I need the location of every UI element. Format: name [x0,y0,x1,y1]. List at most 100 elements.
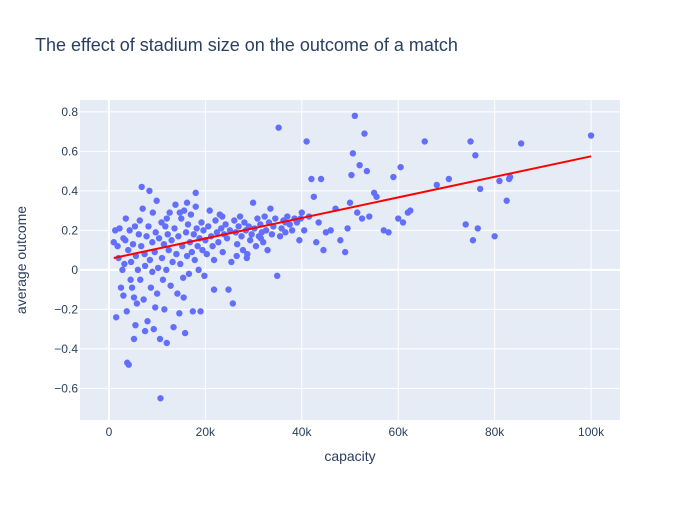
scatter-point [149,268,156,276]
scatter-point [212,217,219,224]
scatter-point [158,254,166,262]
scatter-point [366,213,373,220]
scatter-point [337,237,344,244]
scatter-point [128,284,136,291]
scatter-point [587,132,595,139]
scatter-point [152,304,159,311]
scatter-point [445,175,453,183]
scatter-point [120,292,127,299]
scatter-point [123,308,130,315]
scatter-point [354,209,361,216]
scatter-point [173,250,180,258]
scatter-point [167,282,174,289]
scatter-point [169,258,176,266]
scatter-point [117,284,125,291]
scatter-point [346,199,354,206]
scatter-point [268,231,276,238]
scatter-point [168,237,175,244]
scatter-point [469,237,477,244]
x-tick-label: 60k [389,425,409,439]
scatter-point [144,318,151,325]
scatter-point [267,205,274,212]
scatter-point [261,213,268,220]
scatter-point [153,197,160,204]
scatter-point [176,209,184,216]
scatter-point [278,225,285,232]
scatter-point [141,327,149,335]
scatter-point [262,227,270,234]
scatter-point [503,197,510,204]
y-ticks-layer: −0.6 −0.4 −0.2 0 0.2 0.4 0.6 0.8 [54,105,78,396]
scatter-point [181,329,189,337]
scatter-point [397,163,404,171]
scatter-point [395,215,402,222]
scatter-point [476,185,484,193]
chart-title: The effect of stadium size on the outcom… [35,35,458,55]
scatter-point [210,256,218,264]
scatter-point [264,246,271,254]
scatter-point [238,233,245,240]
scatter-point [131,223,139,230]
scatter-point [222,221,229,228]
y-tick-label: −0.2 [54,302,78,316]
scatter-point [184,221,192,228]
scatter-point [228,258,235,266]
scatter-point [114,242,121,250]
y-tick-label: 0.6 [61,144,78,158]
y-tick-label: 0.4 [61,184,78,198]
scatter-point [150,325,157,333]
scatter-point [194,242,201,250]
scatter-point [300,227,308,234]
scatter-point [215,239,222,246]
scatter-point [192,203,199,210]
x-tick-label: 80k [485,425,505,439]
scatter-point [433,181,440,189]
scatter-point [156,335,164,343]
scatter-point [176,310,183,317]
scatter-point [199,246,206,254]
y-axis-title: average outcome [13,206,29,314]
scatter-point [165,246,172,254]
scatter-point [358,215,366,222]
y-tick-label: −0.4 [54,342,78,356]
scatter-point [320,246,327,254]
x-ticks-layer: 0 20k 40k 60k 80k 100k [106,425,605,439]
scatter-point [125,361,132,368]
scatter-point [293,219,301,226]
scatter-point [327,227,334,234]
scatter-point [138,242,145,250]
scatter-point [349,150,357,157]
scatter-point [180,294,187,301]
scatter-point [235,223,242,230]
scatter-point [506,173,514,181]
scatter-point [344,225,351,232]
scatter-point [166,209,173,216]
scatter-point [130,335,138,343]
scatter-point [185,270,193,278]
scatter-point [241,219,248,226]
scatter-point [141,262,149,270]
scatter-point [116,225,123,232]
scatter-point [257,235,265,242]
scatter-point [310,193,318,200]
scatter-point [517,140,525,147]
scatter-point [190,231,197,238]
scatter-point [249,199,257,206]
scatter-point [161,306,168,313]
scatter-point [149,239,156,246]
scatter-point [191,256,198,264]
scatter-point [472,152,479,159]
scatter-point [153,290,161,297]
scatter-point [462,221,469,228]
scatter-point [223,235,231,242]
scatter-point [164,231,171,238]
scatter-point [385,229,392,236]
scatter-point [152,229,159,236]
scatter-point [363,167,371,175]
scatter-point [233,240,241,248]
scatter-point [192,189,199,197]
scatter-point [356,161,363,169]
scatter-point [139,205,146,212]
scatter-point [158,219,165,226]
scatter-point [189,308,197,315]
